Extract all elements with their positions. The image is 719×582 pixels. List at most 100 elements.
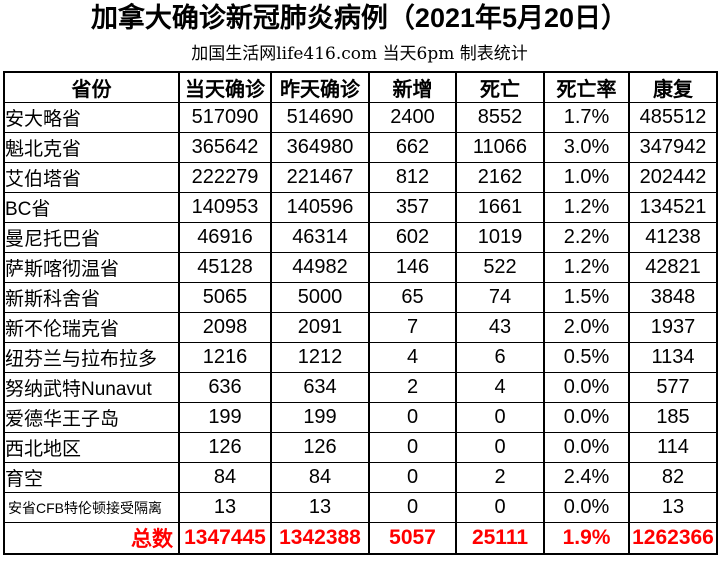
province-cell: 爱德华王子岛 (3, 402, 180, 433)
value-cell: 3.0% (543, 132, 630, 163)
value-cell: 13 (178, 492, 272, 523)
province-cell: 西北地区 (3, 432, 180, 463)
value-cell: 485512 (628, 102, 718, 133)
value-cell: 84 (270, 462, 370, 493)
value-cell: 1.5% (543, 282, 630, 313)
value-cell: 2 (368, 372, 457, 403)
value-cell: 11066 (455, 132, 545, 163)
value-cell: 2.2% (543, 222, 630, 253)
table-row: 曼尼托巴省 46916 46314 602 1019 2.2% 41238 (3, 222, 718, 253)
value-cell: 1661 (455, 192, 545, 223)
value-cell: 2.4% (543, 462, 630, 493)
value-cell: 0 (455, 402, 545, 433)
value-cell: 13 (628, 492, 718, 523)
value-cell: 0 (368, 402, 457, 433)
total-today-confirmed: 1347445 (178, 522, 272, 555)
value-cell: 0 (455, 432, 545, 463)
table-row: 育空 84 84 0 2 2.4% 82 (3, 462, 718, 493)
value-cell: 522 (455, 252, 545, 283)
value-cell: 7 (368, 312, 457, 343)
value-cell: 126 (270, 432, 370, 463)
value-cell: 514690 (270, 102, 370, 133)
total-yesterday-confirmed: 1342388 (270, 522, 370, 555)
value-cell: 74 (455, 282, 545, 313)
value-cell: 46916 (178, 222, 272, 253)
value-cell: 517090 (178, 102, 272, 133)
province-cell: BC省 (3, 192, 180, 223)
table-row: 纽芬兰与拉布拉多 1216 1212 4 6 0.5% 1134 (3, 342, 718, 373)
value-cell: 0.0% (543, 372, 630, 403)
total-new-cases: 5057 (368, 522, 457, 555)
province-cell: 艾伯塔省 (3, 162, 180, 193)
value-cell: 46314 (270, 222, 370, 253)
value-cell: 0 (368, 462, 457, 493)
value-cell: 44982 (270, 252, 370, 283)
province-cell: 新斯科舍省 (3, 282, 180, 313)
table-row: 安省CFB特伦顿接受隔离 13 13 0 0 0.0% 13 (3, 492, 718, 523)
value-cell: 1216 (178, 342, 272, 373)
value-cell: 45128 (178, 252, 272, 283)
value-cell: 357 (368, 192, 457, 223)
value-cell: 1019 (455, 222, 545, 253)
total-death-rate: 1.9% (543, 522, 630, 555)
value-cell: 365642 (178, 132, 272, 163)
value-cell: 65 (368, 282, 457, 313)
covid-cases-table: 省份 当天确诊 昨天确诊 新增 死亡 死亡率 康复 安大略省 517090 5146… (3, 71, 718, 555)
table-row: 西北地区 126 126 0 0 0.0% 114 (3, 432, 718, 463)
column-header-deaths: 死亡 (455, 71, 545, 103)
value-cell: 1.7% (543, 102, 630, 133)
value-cell: 134521 (628, 192, 718, 223)
value-cell: 1212 (270, 342, 370, 373)
value-cell: 0.0% (543, 432, 630, 463)
table-row: 萨斯喀彻温省 45128 44982 146 522 1.2% 42821 (3, 252, 718, 283)
table-row: 艾伯塔省 222279 221467 812 2162 1.0% 202442 (3, 162, 718, 193)
province-cell: 育空 (3, 462, 180, 493)
value-cell: 42821 (628, 252, 718, 283)
province-cell: 曼尼托巴省 (3, 222, 180, 253)
province-cell: 新不伦瑞克省 (3, 312, 180, 343)
value-cell: 84 (178, 462, 272, 493)
province-cell: 安省CFB特伦顿接受隔离 (3, 492, 180, 523)
value-cell: 114 (628, 432, 718, 463)
value-cell: 1134 (628, 342, 718, 373)
value-cell: 602 (368, 222, 457, 253)
value-cell: 4 (455, 372, 545, 403)
column-header-new-cases: 新增 (368, 71, 457, 103)
value-cell: 146 (368, 252, 457, 283)
value-cell: 3848 (628, 282, 718, 313)
value-cell: 0.0% (543, 492, 630, 523)
value-cell: 636 (178, 372, 272, 403)
value-cell: 5065 (178, 282, 272, 313)
value-cell: 6 (455, 342, 545, 373)
value-cell: 1.2% (543, 252, 630, 283)
subtitle-credit: 加国生活网life416.com 当天6pm 制表统计 (191, 44, 528, 64)
value-cell: 140953 (178, 192, 272, 223)
column-header-death-rate: 死亡率 (543, 71, 630, 103)
value-cell: 634 (270, 372, 370, 403)
table-footer: 总数 1347445 1342388 5057 25111 1.9% 12623… (3, 522, 718, 555)
value-cell: 185 (628, 402, 718, 433)
value-cell: 347942 (628, 132, 718, 163)
value-cell: 662 (368, 132, 457, 163)
province-cell: 萨斯喀彻温省 (3, 252, 180, 283)
value-cell: 222279 (178, 162, 272, 193)
value-cell: 2091 (270, 312, 370, 343)
value-cell: 364980 (270, 132, 370, 163)
value-cell: 2 (455, 462, 545, 493)
total-label: 总数 (3, 522, 180, 555)
value-cell: 4 (368, 342, 457, 373)
value-cell: 202442 (628, 162, 718, 193)
value-cell: 0.5% (543, 342, 630, 373)
province-cell: 魁北克省 (3, 132, 180, 163)
value-cell: 2098 (178, 312, 272, 343)
value-cell: 1.0% (543, 162, 630, 193)
column-header-province: 省份 (3, 71, 180, 103)
province-cell: 努纳武特Nunavut (3, 372, 180, 403)
value-cell: 82 (628, 462, 718, 493)
value-cell: 577 (628, 372, 718, 403)
value-cell: 8552 (455, 102, 545, 133)
value-cell: 2400 (368, 102, 457, 133)
table-row: 努纳武特Nunavut 636 634 2 4 0.0% 577 (3, 372, 718, 403)
value-cell: 221467 (270, 162, 370, 193)
value-cell: 5000 (270, 282, 370, 313)
